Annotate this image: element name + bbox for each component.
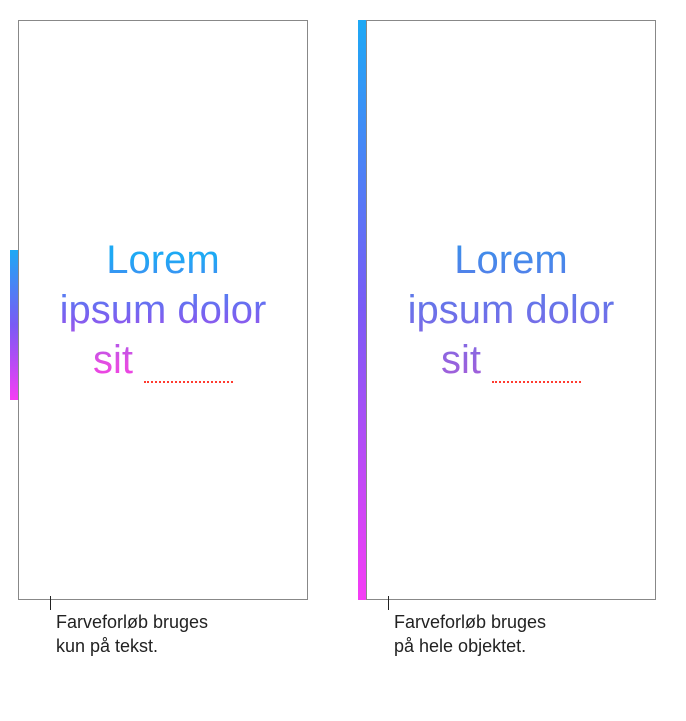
callout-tick-icon [388, 596, 389, 610]
comparison-container: Lorem ipsum dolor sit amet Lorem ipsum d… [0, 0, 686, 600]
text-line: ipsum dolor [408, 288, 615, 332]
gradient-bar-left [10, 250, 18, 400]
text-line: Lorem [454, 238, 567, 282]
caption-right: Farveforløb bruges på hele objektet. [394, 610, 644, 659]
caption-text: kun på tekst. [56, 634, 306, 658]
text-line-prefix: sit [93, 338, 144, 382]
text-panel-right: Lorem ipsum dolor sit amet [366, 20, 656, 600]
underlined-word: amet [492, 335, 581, 385]
gradient-bar-right [358, 20, 366, 600]
text-line-prefix: sit [441, 338, 492, 382]
example-left: Lorem ipsum dolor sit amet [10, 20, 308, 600]
caption-text: Farveforløb bruges [394, 610, 644, 634]
underlined-word: amet [144, 335, 233, 385]
sample-text-right: Lorem ipsum dolor sit amet [394, 235, 629, 385]
example-right: Lorem ipsum dolor sit amet [358, 20, 656, 600]
text-line: Lorem [106, 238, 219, 282]
text-panel-left: Lorem ipsum dolor sit amet [18, 20, 308, 600]
captions-row: Farveforløb bruges kun på tekst. Farvefo… [0, 600, 686, 659]
sample-text-left: Lorem ipsum dolor sit amet [46, 235, 281, 385]
caption-text: Farveforløb bruges [56, 610, 306, 634]
caption-left: Farveforløb bruges kun på tekst. [56, 610, 306, 659]
text-line: ipsum dolor [60, 288, 267, 332]
callout-tick-icon [50, 596, 51, 610]
caption-text: på hele objektet. [394, 634, 644, 658]
